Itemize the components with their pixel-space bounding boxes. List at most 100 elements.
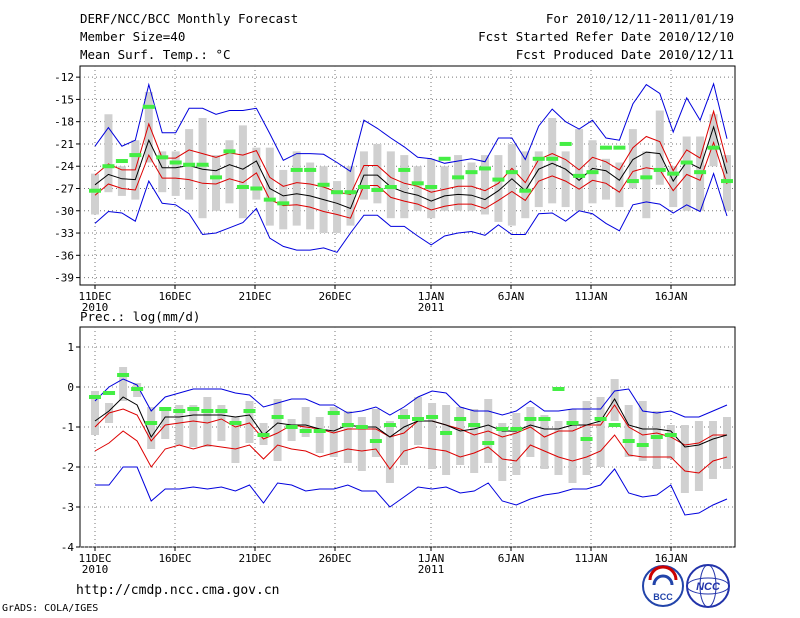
obs-marker [397, 415, 410, 419]
ensemble-box [245, 401, 254, 443]
obs-marker [277, 201, 290, 206]
forecast-title: DERF/NCC/BCC Monthly Forecast [80, 11, 299, 26]
obs-marker [667, 171, 680, 176]
y-tick-label: -4 [61, 541, 75, 554]
min-line [95, 466, 728, 516]
obs-marker [559, 141, 572, 146]
ensemble-box [615, 162, 624, 208]
obs-marker [196, 162, 209, 167]
ensemble-box [144, 91, 153, 163]
bcc-logo-text: BCC [653, 592, 673, 602]
obs-marker [608, 423, 621, 427]
obs-marker [440, 431, 453, 435]
ensemble-box [301, 407, 310, 437]
y-tick-label: -18 [54, 116, 74, 129]
obs-marker [173, 409, 186, 413]
ensemble-box [265, 147, 274, 226]
obs-marker [580, 437, 593, 441]
ensemble-box [287, 419, 296, 441]
max-line [94, 378, 728, 418]
obs-marker [573, 173, 586, 178]
ensemble-box [104, 114, 113, 193]
obs-marker [492, 177, 505, 182]
obs-marker [680, 160, 693, 165]
refer-date-label: Fcst Started Refer Date 2010/12/10 [478, 29, 734, 44]
ensemble-box [238, 125, 247, 219]
obs-marker [369, 439, 382, 443]
ensemble-box [454, 155, 463, 211]
ensemble-box [119, 367, 128, 401]
obs-marker [650, 435, 663, 439]
obs-marker [304, 167, 317, 172]
obs-marker [383, 423, 396, 427]
ensemble-box [440, 166, 449, 211]
x-tick-label: 16DEC [158, 290, 191, 303]
obs-marker [159, 407, 172, 411]
ensemble-box [723, 417, 731, 469]
obs-marker [145, 421, 158, 425]
ncc-logo: NCC [686, 564, 730, 608]
x-tick-label: 1JAN [418, 290, 445, 303]
obs-marker [201, 409, 214, 413]
ensemble-box [494, 155, 503, 222]
year-label: 2011 [418, 563, 445, 576]
obs-marker [229, 421, 242, 425]
obs-marker [707, 145, 720, 150]
ensemble-box [315, 417, 324, 453]
obs-marker [355, 425, 368, 429]
obs-marker [89, 395, 101, 399]
y-tick-label: -15 [54, 93, 74, 106]
ensemble-box [709, 114, 718, 167]
obs-marker [236, 185, 249, 190]
ncc-logo-text: NCC [696, 581, 721, 593]
ensemble-box [371, 409, 380, 457]
obs-marker [187, 407, 200, 411]
ensemble-box [386, 151, 395, 219]
grads-credit: GrADS: COLA/IGES [2, 603, 99, 614]
y-tick-label: -27 [54, 182, 74, 195]
obs-marker [243, 409, 256, 413]
obs-marker [317, 182, 330, 187]
ensemble-box [413, 166, 422, 211]
ensemble-box [329, 407, 338, 457]
y-tick-label: -3 [61, 501, 74, 514]
y-tick-label: -1 [61, 421, 74, 434]
obs-marker [594, 417, 607, 421]
ensemble-box [399, 409, 408, 465]
ensemble-box [456, 407, 465, 465]
obs-marker [327, 411, 340, 415]
ensemble-box [480, 155, 489, 215]
ensemble-box [652, 411, 661, 469]
obs-marker [426, 415, 439, 419]
ensemble-box [212, 155, 221, 211]
obs-marker [452, 175, 465, 180]
ensemble-box [273, 399, 282, 461]
ensemble-box [498, 423, 507, 481]
produced-date-label: Fcst Produced Date 2010/12/11 [515, 47, 734, 62]
obs-marker [223, 149, 236, 154]
ensemble-box [217, 405, 226, 441]
ensemble-box [655, 110, 664, 185]
ensemble-box [638, 401, 647, 461]
year-label: 2010 [82, 563, 109, 576]
ensemble-box [708, 421, 717, 479]
obs-marker [478, 166, 491, 171]
x-tick-label: 11DEC [78, 552, 111, 565]
ensemble-box [512, 413, 521, 475]
obs-marker [425, 185, 438, 190]
ensemble-box [231, 417, 240, 463]
obs-marker [552, 387, 565, 391]
obs-marker [263, 197, 276, 202]
obs-marker [299, 429, 312, 433]
lower-spread-line [94, 430, 728, 474]
source-url[interactable]: http://cmdp.ncc.cma.gov.cn [76, 583, 280, 598]
ensemble-box [669, 166, 678, 208]
ensemble-box [680, 425, 689, 493]
ensemble-box [189, 405, 198, 447]
ensemble-box [400, 155, 409, 219]
obs-marker [622, 439, 635, 443]
ensemble-box [203, 397, 212, 447]
y-tick-label: -30 [54, 205, 74, 218]
obs-marker [626, 179, 639, 184]
obs-marker [411, 181, 424, 186]
